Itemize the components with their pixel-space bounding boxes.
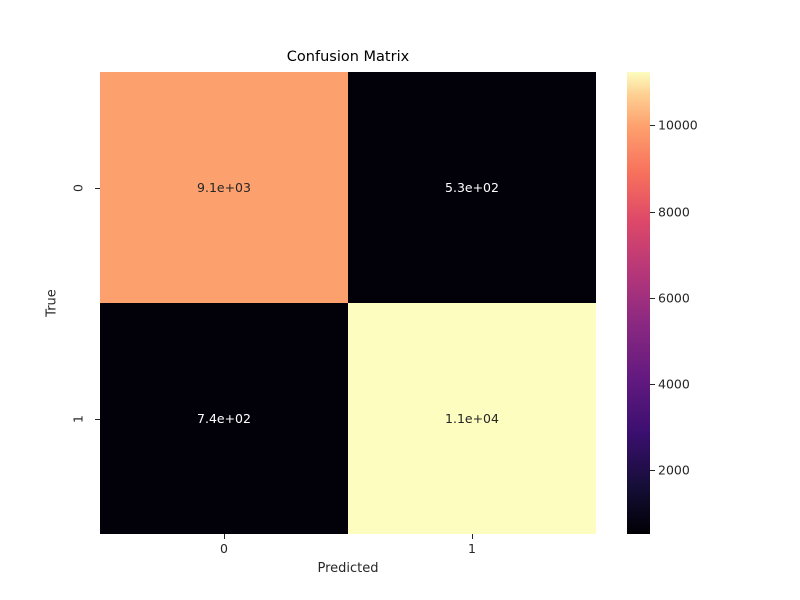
x-tick-label: 0 [220, 541, 228, 556]
cell-annotation: 5.3e+02 [445, 180, 499, 195]
colorbar [627, 72, 650, 534]
colorbar-tick-label: 2000 [658, 462, 690, 478]
x-tick-mark [224, 534, 225, 539]
colorbar-tick-label: 8000 [658, 204, 690, 220]
y-tick-mark [95, 419, 100, 420]
colorbar-tick-mark [650, 212, 655, 213]
cell-annotation: 7.4e+02 [197, 411, 251, 426]
cell-true0-pred1: 5.3e+02 [348, 72, 596, 303]
y-tick-mark [95, 188, 100, 189]
y-tick-label: 0 [70, 184, 86, 192]
colorbar-tick-label: 6000 [658, 290, 690, 306]
colorbar-tick-mark [650, 384, 655, 385]
chart-title: Confusion Matrix [286, 49, 410, 65]
x-tick-label: 1 [468, 541, 476, 556]
cell-annotation: 9.1e+03 [197, 180, 251, 195]
x-tick-mark [472, 534, 473, 539]
cell-annotation: 1.1e+04 [445, 411, 499, 426]
y-tick-label: 1 [70, 415, 86, 423]
cell-true1-pred1: 1.1e+04 [348, 303, 596, 534]
x-axis-label: Predicted [317, 561, 379, 576]
colorbar-tick-mark [650, 298, 655, 299]
y-axis-label: True [44, 289, 60, 317]
cell-true0-pred0: 9.1e+03 [100, 72, 348, 303]
colorbar-tick-label: 4000 [658, 376, 690, 392]
colorbar-tick-label: 10000 [658, 117, 698, 133]
cell-true1-pred0: 7.4e+02 [100, 303, 348, 534]
colorbar-tick-mark [650, 470, 655, 471]
heatmap: 9.1e+03 5.3e+02 7.4e+02 1.1e+04 [100, 72, 596, 534]
colorbar-tick-mark [650, 125, 655, 126]
